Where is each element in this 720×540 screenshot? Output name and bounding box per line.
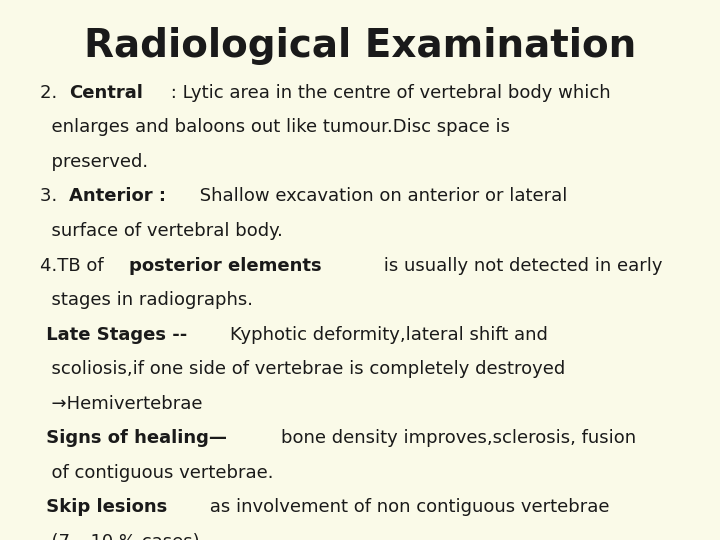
Text: Central: Central xyxy=(69,84,143,102)
Text: Late Stages --: Late Stages -- xyxy=(40,326,187,343)
Text: posterior elements: posterior elements xyxy=(129,256,322,274)
Text: surface of vertebral body.: surface of vertebral body. xyxy=(40,222,282,240)
Text: enlarges and baloons out like tumour.Disc space is: enlarges and baloons out like tumour.Dis… xyxy=(40,118,510,136)
Text: scoliosis,if one side of vertebrae is completely destroyed: scoliosis,if one side of vertebrae is co… xyxy=(40,360,565,378)
Text: stages in radiographs.: stages in radiographs. xyxy=(40,291,253,309)
Text: 2.: 2. xyxy=(40,84,63,102)
Text: of contiguous vertebrae.: of contiguous vertebrae. xyxy=(40,464,273,482)
Text: Signs of healing—: Signs of healing— xyxy=(40,429,227,447)
Text: as involvement of non contiguous vertebrae: as involvement of non contiguous vertebr… xyxy=(204,498,609,516)
Text: →Hemivertebrae: →Hemivertebrae xyxy=(40,395,202,413)
Text: Kyphotic deformity,lateral shift and: Kyphotic deformity,lateral shift and xyxy=(230,326,547,343)
Text: preserved.: preserved. xyxy=(40,153,148,171)
Text: Anterior :: Anterior : xyxy=(69,187,166,205)
Text: is usually not detected in early: is usually not detected in early xyxy=(378,256,662,274)
Text: Shallow excavation on anterior or lateral: Shallow excavation on anterior or latera… xyxy=(194,187,568,205)
Text: Skip lesions: Skip lesions xyxy=(40,498,167,516)
Text: Radiological Examination: Radiological Examination xyxy=(84,27,636,65)
Text: 3.: 3. xyxy=(40,187,63,205)
Text: : Lytic area in the centre of vertebral body which: : Lytic area in the centre of vertebral … xyxy=(165,84,611,102)
Text: (7 – 10 % cases).: (7 – 10 % cases). xyxy=(40,533,205,540)
Text: 4.TB of: 4.TB of xyxy=(40,256,109,274)
Text: bone density improves,sclerosis, fusion: bone density improves,sclerosis, fusion xyxy=(281,429,636,447)
